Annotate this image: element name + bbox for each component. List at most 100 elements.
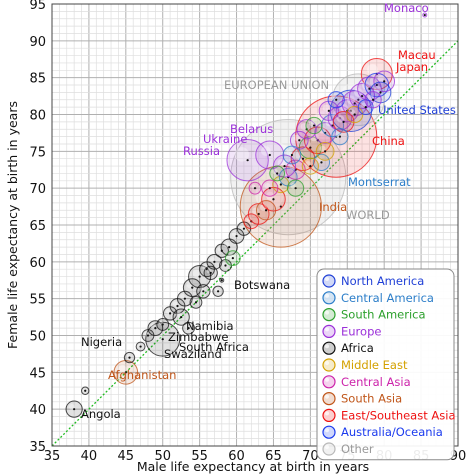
country-bubble-center: [324, 150, 327, 153]
country-bubble-center: [235, 234, 238, 238]
y-tick-label: 35: [29, 440, 46, 455]
x-tick-label: 55: [191, 449, 208, 464]
bubble-layer: [65, 12, 428, 418]
country-bubble-center: [383, 80, 386, 83]
country-bubble-center: [294, 187, 297, 190]
y-tick-label: 85: [29, 72, 46, 87]
country-bubble-center: [242, 227, 246, 230]
country-bubble-center: [228, 246, 231, 249]
country-bubble-center: [338, 135, 341, 138]
country-bubble-center: [298, 139, 301, 142]
bubble-japan-highlight: [367, 64, 378, 76]
country-bubble-highlight: [286, 149, 293, 156]
legend-label-other: Other: [341, 442, 374, 456]
country-bubble-highlight: [308, 120, 315, 127]
legend-marker-highlight: [325, 394, 329, 399]
country-bubble-center: [276, 172, 279, 175]
country-bubble-center: [191, 286, 194, 289]
country-bubble-center: [335, 98, 338, 101]
bubble-india-center: [279, 205, 282, 208]
country-bubble-highlight: [367, 94, 374, 101]
label-afghanistan: Afghanistan: [108, 368, 176, 382]
y-tick-label: 70: [29, 182, 46, 197]
legend-marker-south-asia: [322, 392, 336, 406]
x-tick-label: 35: [44, 449, 61, 464]
legend-marker-highlight: [325, 361, 329, 365]
legend-marker-highlight: [325, 344, 329, 349]
country-bubble-center: [342, 120, 345, 123]
x-axis-label: Male life expectancy at birth in years: [137, 459, 369, 474]
country-bubble-center: [209, 271, 212, 274]
country-bubble-highlight: [192, 269, 201, 278]
legend-marker-africa: [322, 341, 336, 355]
country-bubble-center: [205, 268, 209, 271]
country-bubble-center: [169, 312, 172, 315]
legend-marker-south-america: [322, 308, 336, 322]
legend-marker-central-asia: [322, 375, 336, 389]
country-bubble-center: [128, 356, 131, 359]
country-bubble-center: [213, 260, 216, 263]
country-bubble-center: [309, 164, 312, 168]
y-tick-label: 65: [29, 219, 46, 234]
legend-marker-highlight: [325, 411, 329, 416]
legend-marker-australia-oceania: [322, 425, 336, 439]
legend-label-central-asia: Central Asia: [341, 375, 411, 389]
label-united-states: United States: [378, 103, 456, 117]
label-ukraine: Ukraine: [203, 132, 247, 146]
legend-label-europe: Europe: [341, 324, 381, 338]
legend-marker-highlight: [325, 327, 329, 332]
country-bubble-center: [327, 109, 330, 112]
legend-label-south-asia: South Asia: [341, 392, 402, 406]
y-tick-label: 75: [29, 145, 46, 160]
bubble-afghanistan-highlight: [118, 364, 127, 374]
legend-marker-highlight: [325, 277, 329, 281]
plot-frame: [51, 3, 459, 447]
country-bubble-highlight: [334, 131, 341, 138]
bubble-united-states-center: [349, 109, 353, 112]
country-bubble-center: [364, 106, 367, 109]
country-bubble-center: [224, 264, 227, 267]
country-bubble-center: [331, 124, 334, 127]
country-bubble-center: [268, 187, 271, 190]
country-bubble-center: [176, 304, 179, 308]
y-tick-label: 90: [29, 35, 46, 50]
label-belarus: Belarus: [230, 122, 273, 136]
label-zimbabwe: Zimbabwe: [168, 330, 228, 344]
legend-marker-highlight: [325, 445, 329, 449]
country-bubble-center: [183, 297, 186, 300]
country-bubble-center: [84, 389, 87, 392]
country-bubble-highlight: [349, 109, 356, 116]
country-bubble-center: [194, 301, 198, 304]
y-tick-label: 60: [29, 256, 46, 271]
country-bubble-highlight: [305, 160, 311, 167]
label-south-africa: South Africa: [179, 340, 249, 354]
bubble-nigeria-highlight: [152, 328, 164, 341]
label-nigeria: Nigeria: [81, 335, 122, 349]
country-bubble-center: [283, 164, 286, 168]
legend-label-east-southeast-asia: East/Southeast Asia: [341, 408, 456, 422]
legend: North America Central America South Americ…: [316, 268, 456, 461]
country-bubble-center: [202, 290, 205, 293]
bubble-russia-center: [246, 159, 249, 162]
x-tick-label: 40: [81, 449, 98, 464]
legend-marker-east-southeast-asia: [322, 408, 336, 422]
legend-marker-other: [322, 442, 336, 456]
y-tick-label: 45: [29, 366, 46, 381]
country-bubble-highlight: [331, 94, 337, 101]
y-tick-label: 80: [29, 109, 46, 124]
legend-marker-middle-east: [322, 358, 336, 372]
country-bubble-center: [353, 113, 356, 116]
country-bubble-center: [216, 290, 220, 293]
country-bubble-center: [290, 153, 294, 157]
legend-marker-highlight: [325, 310, 329, 315]
country-bubble-center: [146, 334, 150, 337]
country-bubble-highlight: [322, 104, 330, 112]
y-tick-label: 55: [29, 293, 46, 308]
bubble-botswana-center: [220, 279, 223, 282]
country-bubble-center: [161, 323, 164, 326]
bubble-russia-highlight: [234, 147, 250, 162]
country-bubble-highlight: [252, 207, 260, 215]
label-montserrat: Montserrat: [348, 175, 411, 189]
legend-label-south-america: South America: [341, 308, 426, 322]
